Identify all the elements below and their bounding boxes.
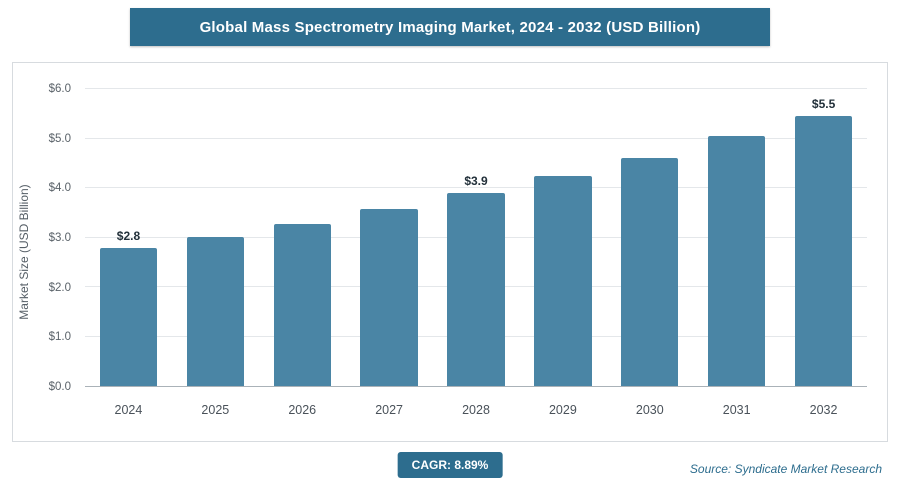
bar-value-label: $3.9 [464,173,488,188]
x-axis-label: 2024 [114,403,143,417]
y-tick-label: $6.0 [48,83,71,95]
cagr-badge: CAGR: 8.89% [397,452,503,478]
bar-value-label: $5.5 [811,97,836,112]
bar [708,136,766,386]
y-tick-label: $3.0 [48,232,71,244]
bar-column [346,89,433,386]
x-axis-labels: 2024 2025 2026 2027 2028 2029 2030 2031 2032 [85,399,867,421]
chart-title: Global Mass Spectrometry Imaging Market,… [199,18,701,36]
bar [447,192,505,386]
bar-column [519,89,606,386]
bar-column: $5.5 [780,89,867,386]
bar [99,248,158,386]
y-tick-label: $1.0 [48,331,71,344]
bar [186,236,244,386]
bar-column [693,89,780,386]
y-tick-label: $0.0 [48,381,71,393]
gridline [85,137,867,139]
bar [794,116,853,386]
chart-container: Market Size (USD Billion) $0.0 $1.0 $2.0 $3… [12,62,888,442]
x-axis-label: 2032 [809,403,838,417]
gridline [85,88,867,89]
x-axis-label: 2028 [462,403,490,417]
y-tick-label: $2.0 [48,281,71,294]
x-axis-label: 2026 [288,403,317,417]
x-axis-label: 2029 [548,403,577,417]
chart-title-banner: Global Mass Spectrometry Imaging Market,… [130,8,770,46]
bar-column [259,89,346,386]
bar-column: $3.9 [433,89,520,386]
x-axis-label: 2030 [635,403,664,417]
bars: $2.8 $3.9 $5.5 [85,89,867,386]
bar-column: $2.8 [85,89,172,386]
source-attribution: Source: Syndicate Market Research [689,462,882,476]
x-axis-label: 2031 [722,403,751,417]
bar-column [172,89,259,386]
bar-column [606,89,693,386]
x-axis-label: 2025 [201,403,230,417]
y-tick-label: $5.0 [48,132,71,145]
bar [621,158,679,386]
y-tick-labels: $0.0 $1.0 $2.0 $3.0 $4.0 $5.0 $6.0 [29,83,77,393]
bar [534,175,592,386]
bar-value-label: $2.8 [116,229,141,244]
plot-area: $2.8 $3.9 $5.5 [85,88,867,387]
x-axis-label: 2027 [375,403,404,417]
gridline [85,187,867,188]
y-tick-label: $4.0 [48,182,71,195]
bar [273,223,331,386]
bar [360,208,418,386]
